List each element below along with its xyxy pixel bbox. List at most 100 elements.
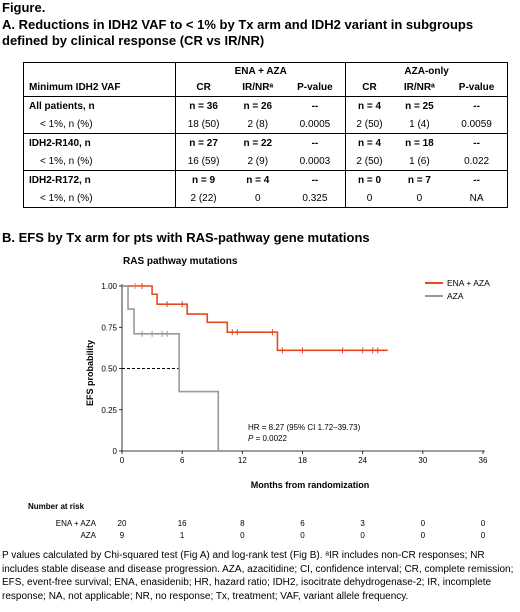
- risk-value: 16: [177, 519, 187, 528]
- table-cell: --: [446, 170, 508, 189]
- table-cell: 0.022: [464, 155, 490, 167]
- col-header: CR: [175, 79, 231, 97]
- risk-value: 1: [179, 531, 185, 540]
- risk-row-label: AZA: [80, 531, 96, 540]
- section-b-title: B. EFS by Tx arm for pts with RAS-pathwa…: [2, 230, 370, 245]
- table-row: < 1%, n (%) 16 (59) 2 (9) 0.0003 2 (50) 1 (6)…: [24, 152, 508, 171]
- table-cell: --: [311, 100, 319, 112]
- table-cell: n = 36: [175, 96, 231, 115]
- series-line-aza: [122, 285, 220, 451]
- y-tick-label: 0: [113, 447, 118, 456]
- col-header: P-value: [284, 79, 346, 97]
- col-header: IR/NRᵃ: [392, 79, 447, 97]
- table-cell: --: [284, 133, 346, 152]
- series-line-ena-aza: [122, 285, 388, 352]
- table-cell: n = 18: [392, 133, 447, 152]
- table-cell: n = 9: [175, 170, 231, 189]
- table-cell: 16 (59): [175, 152, 231, 171]
- risk-value: 0: [480, 519, 486, 528]
- group-header-ena-aza: ENA + AZA: [175, 62, 346, 79]
- hr-annotation: HR = 8.27 (95% CI 1.72–39.73): [248, 423, 361, 432]
- x-tick-label: 12: [238, 456, 247, 465]
- row-label: < 1%, n (%): [40, 155, 93, 167]
- table-cell: n = 0: [345, 170, 393, 189]
- table-row: All patients, n n = 36 n = 26 -- n = 4 n = 25…: [24, 96, 508, 115]
- table-cell: 2 (8): [247, 118, 269, 130]
- risk-value: 0: [240, 531, 245, 540]
- table-cell: 1 (6): [409, 155, 430, 167]
- table-cell: 0.0005: [299, 118, 331, 130]
- section-a-title: A. Reductions in IDH2 VAF to < 1% by Tx …: [2, 17, 474, 48]
- table-cell: 0: [345, 189, 393, 208]
- table-row: < 1%, n (%) 2 (22) 0 0.325 0 0 NA: [24, 189, 508, 208]
- row-label: < 1%, n (%): [40, 118, 93, 130]
- risk-label: Number at risk: [28, 502, 85, 511]
- table-cell: --: [284, 170, 346, 189]
- table-cell: 1 (4): [409, 118, 430, 130]
- risk-row-label: ENA + AZA: [55, 519, 96, 528]
- row-label: All patients, n: [29, 100, 95, 112]
- row-label: IDH2-R140, n: [23, 133, 176, 152]
- x-tick-label: 36: [479, 456, 488, 465]
- row-label: IDH2-R172, n: [23, 170, 176, 189]
- y-axis-label: EFS probability: [85, 340, 95, 406]
- table-cell: n = 25: [405, 100, 434, 112]
- x-tick-label: 18: [298, 456, 307, 465]
- x-axis-label: Months from randomization: [251, 480, 370, 490]
- col-header: IR/NRᵃ: [231, 79, 285, 97]
- risk-value: 3: [360, 519, 365, 528]
- col-header: CR: [345, 79, 393, 97]
- table-row: < 1%, n (%) 18 (50) 2 (8) 0.0005 2 (50) 1 (4)…: [24, 115, 508, 134]
- col-header: P-value: [446, 79, 508, 97]
- chart-title: RAS pathway mutations: [123, 256, 238, 267]
- x-tick-label: 0: [120, 456, 125, 465]
- group-header-aza-only: AZA-only: [345, 62, 508, 79]
- y-tick-label: 1.00: [101, 282, 117, 291]
- legend-label: ENA + AZA: [447, 278, 490, 288]
- x-tick-label: 30: [418, 456, 427, 465]
- risk-value: 0: [480, 531, 486, 540]
- table-cell: NA: [469, 192, 484, 204]
- footnote-text: P values calculated by Chi-squared test …: [2, 550, 514, 602]
- table-cell: 0.325: [302, 192, 328, 204]
- table-cell: 0: [416, 192, 423, 204]
- table-cell: n = 4: [345, 133, 393, 152]
- table-cell: n = 22: [231, 133, 285, 152]
- row-header: Minimum IDH2 VAF: [23, 79, 176, 97]
- table-cell: n = 26: [243, 100, 273, 112]
- x-tick-label: 6: [180, 456, 185, 465]
- table-cell: n = 7: [392, 170, 447, 189]
- table-cell: n = 4: [345, 96, 393, 115]
- table-cell: 0: [254, 192, 261, 204]
- y-tick-label: 0.75: [101, 323, 117, 332]
- km-chart: 0 6 12 18 24 30 36 0 0.25 0.50 0.75 1.00 ENA + AZA A…: [85, 278, 490, 490]
- table-cell: 2 (9): [247, 155, 269, 167]
- table-cell: n = 4: [231, 170, 285, 189]
- table-cell: --: [473, 100, 480, 112]
- table-cell: 18 (50): [175, 115, 231, 134]
- legend-label: AZA: [447, 291, 464, 301]
- table-cell: 2 (50): [345, 152, 393, 171]
- table-cell: 2 (50): [345, 115, 393, 134]
- figure-label: Figure.: [2, 0, 46, 15]
- risk-value: 8: [240, 519, 245, 528]
- risk-value: 20: [117, 519, 127, 528]
- p-annotation: P = 0.0022: [248, 434, 287, 443]
- x-tick-label: 24: [358, 456, 367, 465]
- risk-value: 0: [420, 519, 426, 528]
- risk-value: 0: [300, 531, 305, 540]
- table-cell: --: [446, 133, 508, 152]
- table-cell: 0.0003: [299, 155, 331, 167]
- risk-value: 0: [420, 531, 426, 540]
- y-tick-label: 0.25: [101, 406, 117, 415]
- table-cell: 2 (22): [175, 189, 231, 208]
- y-tick-label: 0.50: [101, 365, 117, 374]
- vaf-table: ENA + AZA AZA-only Minimum IDH2 VAF CR I…: [23, 62, 508, 208]
- table-cell: 0.0059: [461, 118, 492, 130]
- risk-value: 9: [119, 531, 125, 540]
- footnote: P values calculated by Chi-squared test …: [2, 549, 514, 603]
- risk-value: 0: [360, 531, 365, 540]
- row-label: < 1%, n (%): [40, 192, 93, 204]
